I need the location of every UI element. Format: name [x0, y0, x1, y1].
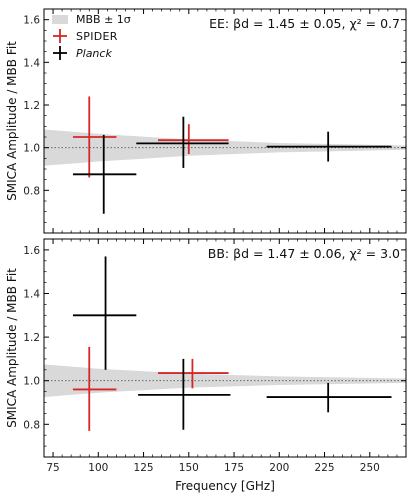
mbb-band-bb	[44, 364, 406, 398]
ytick-label-ee: 1.0	[23, 143, 40, 155]
ylabel-bb: SMICA Amplitude / MBB Fit	[5, 268, 19, 428]
xtick-label: 125	[134, 462, 154, 474]
annotation-bb: BB: βd = 1.47 ± 0.06, χ² = 3.0	[208, 246, 400, 261]
xtick-label: 250	[360, 462, 380, 474]
xlabel: Frequency [GHz]	[175, 479, 275, 493]
xtick-label: 75	[46, 462, 59, 474]
legend-label-band: MBB ± 1σ	[76, 13, 131, 26]
legend-label-planck: Planck	[76, 47, 112, 60]
ytick-label-ee: 1.4	[23, 57, 40, 69]
xtick-label: 225	[315, 462, 335, 474]
ytick-label-ee: 1.2	[23, 100, 40, 112]
ytick-label-bb: 1.2	[23, 332, 40, 344]
ylabel-ee: SMICA Amplitude / MBB Fit	[5, 41, 19, 201]
ytick-label-bb: 1.4	[23, 289, 40, 301]
legend-swatch-band	[52, 15, 68, 24]
xtick-label: 200	[269, 462, 289, 474]
mbb-band-ee	[44, 129, 406, 166]
xtick-label: 100	[88, 462, 108, 474]
xtick-label: 175	[224, 462, 244, 474]
ytick-label-bb: 0.8	[23, 419, 40, 431]
xtick-label: 150	[179, 462, 199, 474]
ytick-label-bb: 1.0	[23, 376, 40, 388]
legend-label-spider: SPIDER	[76, 30, 118, 43]
ytick-label-ee: 0.8	[23, 185, 40, 197]
ytick-label-bb: 1.6	[23, 245, 40, 257]
axes-frame-bb	[43, 238, 407, 458]
ytick-label-ee: 1.6	[23, 15, 40, 27]
annotation-ee: EE: βd = 1.45 ± 0.05, χ² = 0.7	[209, 16, 400, 31]
